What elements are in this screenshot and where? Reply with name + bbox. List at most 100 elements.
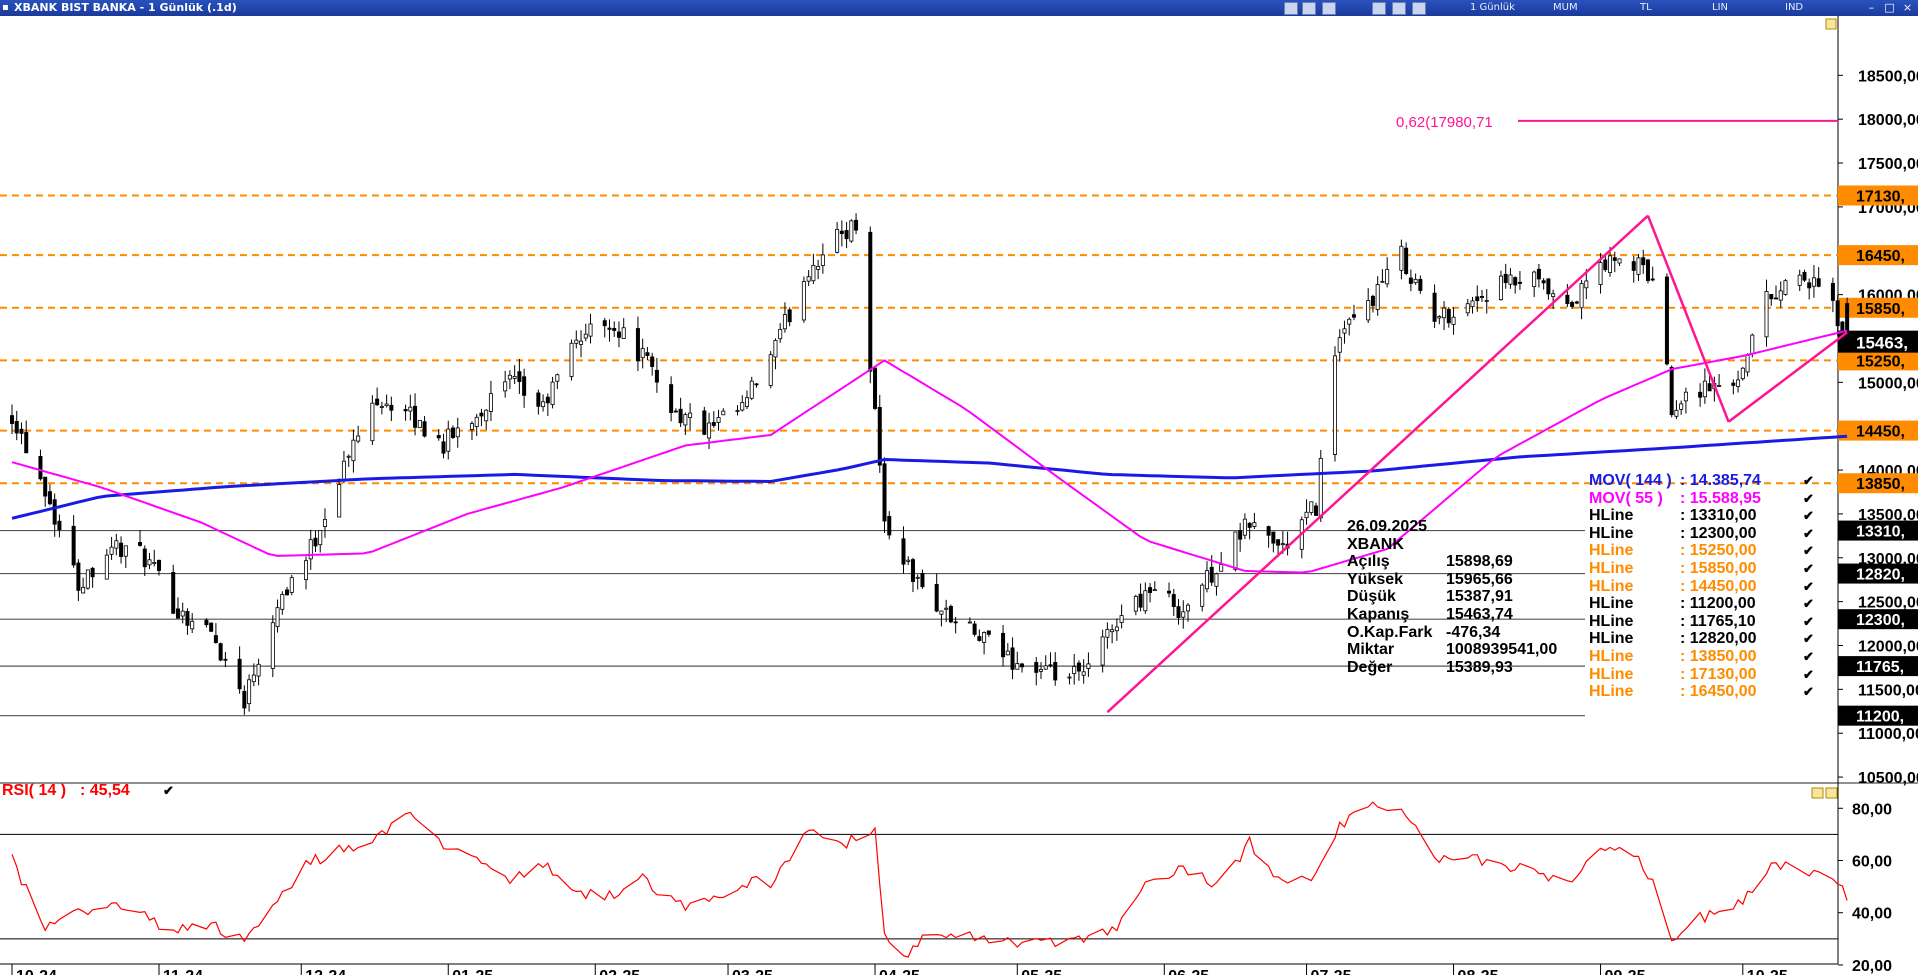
candle-body (1608, 255, 1613, 273)
legend-visible-check-icon[interactable]: ✔ (1803, 578, 1814, 594)
candle-body (716, 417, 721, 423)
indicator-selector[interactable]: IND (1785, 2, 1804, 13)
candle-body (285, 589, 290, 596)
legend-value: : 17130,00 (1680, 665, 1757, 683)
maximize-icon[interactable]: □ (1884, 1, 1895, 14)
candle-body (773, 340, 778, 358)
candle-body (484, 409, 489, 422)
bar-info-value: 15463,74 (1446, 606, 1513, 623)
toolbar-icon-5[interactable] (1392, 2, 1406, 15)
candle-body (175, 608, 180, 619)
candle-body (569, 342, 574, 377)
legend-visible-check-icon[interactable]: ✔ (1803, 473, 1814, 488)
legend-value: : 13310,00 (1680, 507, 1757, 525)
candle-body (1650, 278, 1655, 281)
legend-name: HLine (1589, 560, 1634, 577)
toolbar-icon-4[interactable] (1372, 2, 1386, 15)
toolbar-icon-1[interactable] (1284, 2, 1298, 15)
candle-body (19, 428, 24, 434)
system-menu-icon[interactable]: ▪ (2, 2, 9, 13)
candle-body (1731, 382, 1736, 386)
bar-info-label: Yüksek (1347, 570, 1404, 588)
last-price-label-bg (1838, 330, 1918, 353)
candle-body (1408, 277, 1413, 284)
rsi-legend-value: : 45,54 (80, 782, 130, 799)
toolbar-icon-3[interactable] (1322, 2, 1336, 15)
bar-info-value: 15898,69 (1446, 553, 1513, 571)
minimize-icon[interactable]: – (1868, 1, 1875, 14)
candle-body (1774, 297, 1779, 300)
candle-body (114, 540, 119, 549)
rsi-tick-label: 40,00 (1852, 906, 1892, 923)
candle-body (1736, 379, 1741, 387)
candle-body (403, 409, 408, 412)
candle-body (650, 356, 655, 367)
scale-selector[interactable]: LIN (1712, 2, 1729, 13)
candle-body (503, 381, 508, 392)
candle-body (640, 348, 645, 359)
price-tick-label: 11500,00 (1858, 682, 1918, 699)
candle-body (906, 559, 911, 562)
legend-visible-check-icon[interactable]: ✔ (1803, 525, 1814, 541)
legend-name: HLine (1589, 665, 1634, 683)
candle-body (370, 402, 375, 442)
candle-body (740, 402, 745, 411)
legend-name: HLine (1589, 612, 1634, 630)
candle-body (375, 398, 380, 406)
candle-body (934, 584, 939, 612)
candle-body (1314, 505, 1319, 516)
legend-visible-check-icon[interactable]: ✔ (1803, 561, 1814, 576)
close-icon[interactable]: × (1902, 1, 1913, 14)
hline-price-label-bg (1838, 520, 1918, 541)
period-selector[interactable]: 1 Günlük (1470, 2, 1515, 13)
candle-body (1669, 366, 1674, 416)
hline-price-label: 12300, (1856, 612, 1905, 629)
candle-body (1536, 268, 1541, 280)
price-tick-label: 18000,00 (1858, 112, 1918, 129)
candle-body (223, 658, 228, 661)
rsi-visible-check-icon[interactable]: ✔ (163, 783, 174, 798)
candle-body (517, 371, 522, 382)
candle-body (1252, 522, 1257, 527)
candle-body (1451, 316, 1456, 325)
candle-body (1778, 290, 1783, 301)
chart-style-selector[interactable]: MUM (1553, 2, 1578, 13)
candle-body (1181, 611, 1186, 618)
candle-body (1598, 262, 1603, 285)
trend-line (1646, 215, 1730, 423)
candle-body (1698, 391, 1703, 398)
legend-visible-check-icon[interactable]: ✔ (1803, 649, 1814, 664)
toolbar-icon-2[interactable] (1302, 2, 1316, 15)
legend-value: : 15250,00 (1680, 542, 1757, 560)
legend-visible-check-icon[interactable]: ✔ (1803, 684, 1814, 700)
candle-body (1010, 647, 1015, 670)
candle-body (621, 327, 626, 339)
legend-visible-check-icon[interactable]: ✔ (1803, 613, 1814, 629)
title-bar: ▪ XBANK BIST BANKA - 1 Günlük (.1d) 1 Gü… (0, 0, 1918, 16)
legend-visible-check-icon[interactable]: ✔ (1803, 596, 1814, 612)
legend-visible-check-icon[interactable]: ✔ (1803, 666, 1814, 682)
candle-body (782, 314, 787, 330)
legend-visible-check-icon[interactable]: ✔ (1803, 490, 1814, 506)
legend-visible-check-icon[interactable]: ✔ (1803, 543, 1814, 559)
candle-body (607, 327, 612, 330)
trend-line (1106, 214, 1649, 714)
currency-selector[interactable]: TL (1640, 2, 1652, 13)
candle-body (1470, 300, 1475, 307)
time-tick-label: 12-24 (305, 968, 346, 975)
candle-body (735, 410, 740, 413)
legend-visible-check-icon[interactable]: ✔ (1803, 631, 1814, 647)
candle-body (1835, 300, 1840, 327)
candle-body (673, 410, 678, 413)
toolbar-icon-6[interactable] (1412, 2, 1426, 15)
candle-body (1740, 367, 1745, 380)
legend-name: HLine (1589, 507, 1634, 525)
candle-body (1385, 269, 1390, 285)
candle-body (873, 367, 878, 409)
candle-body (318, 530, 323, 546)
bar-info-symbol: XBANK (1347, 535, 1404, 553)
candle-body (204, 619, 209, 626)
legend-visible-check-icon[interactable]: ✔ (1803, 508, 1814, 524)
candle-body (85, 569, 90, 589)
candle-body (247, 679, 252, 705)
